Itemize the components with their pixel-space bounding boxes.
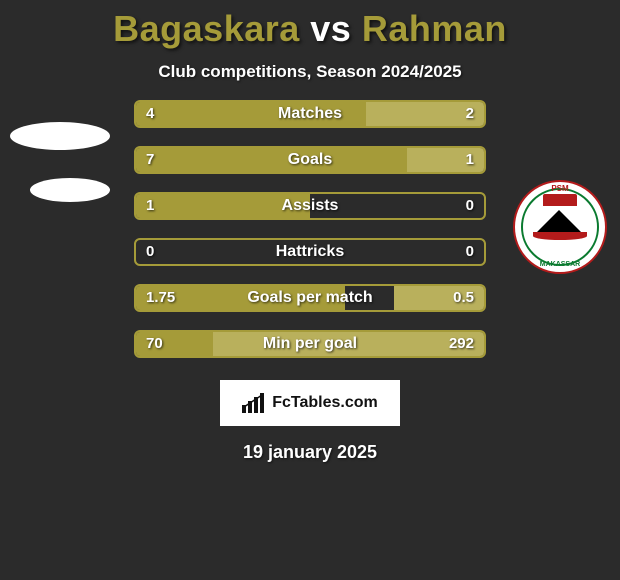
subtitle: Club competitions, Season 2024/2025 bbox=[0, 62, 620, 82]
brand-text: FcTables.com bbox=[272, 394, 378, 412]
stat-label: Goals bbox=[136, 148, 484, 172]
stat-right-value: 2 bbox=[466, 102, 474, 126]
page-title: Bagaskara vs Rahman bbox=[0, 0, 620, 50]
brand-badge: FcTables.com bbox=[220, 380, 400, 426]
team-right-logo-brick bbox=[543, 194, 577, 206]
brand-icon bbox=[242, 393, 266, 413]
team-left-logo-1 bbox=[10, 122, 110, 150]
team-right-logo-sail bbox=[537, 210, 581, 232]
date-text: 19 january 2025 bbox=[0, 442, 620, 463]
stat-label: Matches bbox=[136, 102, 484, 126]
stat-row: 7Goals1 bbox=[134, 146, 486, 174]
stat-right-value: 0.5 bbox=[453, 286, 474, 310]
team-right-label-top: PSM bbox=[515, 184, 605, 193]
stat-row: 1.75Goals per match0.5 bbox=[134, 284, 486, 312]
stat-label: Goals per match bbox=[136, 286, 484, 310]
team-left-logo-2 bbox=[30, 178, 110, 202]
stat-row: 1Assists0 bbox=[134, 192, 486, 220]
stat-row: 4Matches2 bbox=[134, 100, 486, 128]
team-right-logo: PSM MAKASSAR bbox=[513, 180, 607, 274]
stat-label: Assists bbox=[136, 194, 484, 218]
stat-label: Min per goal bbox=[136, 332, 484, 356]
title-mid: vs bbox=[300, 8, 362, 49]
stat-right-value: 292 bbox=[449, 332, 474, 356]
stat-label: Hattricks bbox=[136, 240, 484, 264]
title-right: Rahman bbox=[362, 8, 507, 49]
team-right-label-bottom: MAKASSAR bbox=[515, 261, 605, 268]
stat-row: 70Min per goal292 bbox=[134, 330, 486, 358]
title-left: Bagaskara bbox=[113, 8, 300, 49]
stat-right-value: 0 bbox=[466, 240, 474, 264]
stat-row: 0Hattricks0 bbox=[134, 238, 486, 266]
stat-right-value: 1 bbox=[466, 148, 474, 172]
stat-right-value: 0 bbox=[466, 194, 474, 218]
team-right-logo-base bbox=[533, 232, 587, 240]
